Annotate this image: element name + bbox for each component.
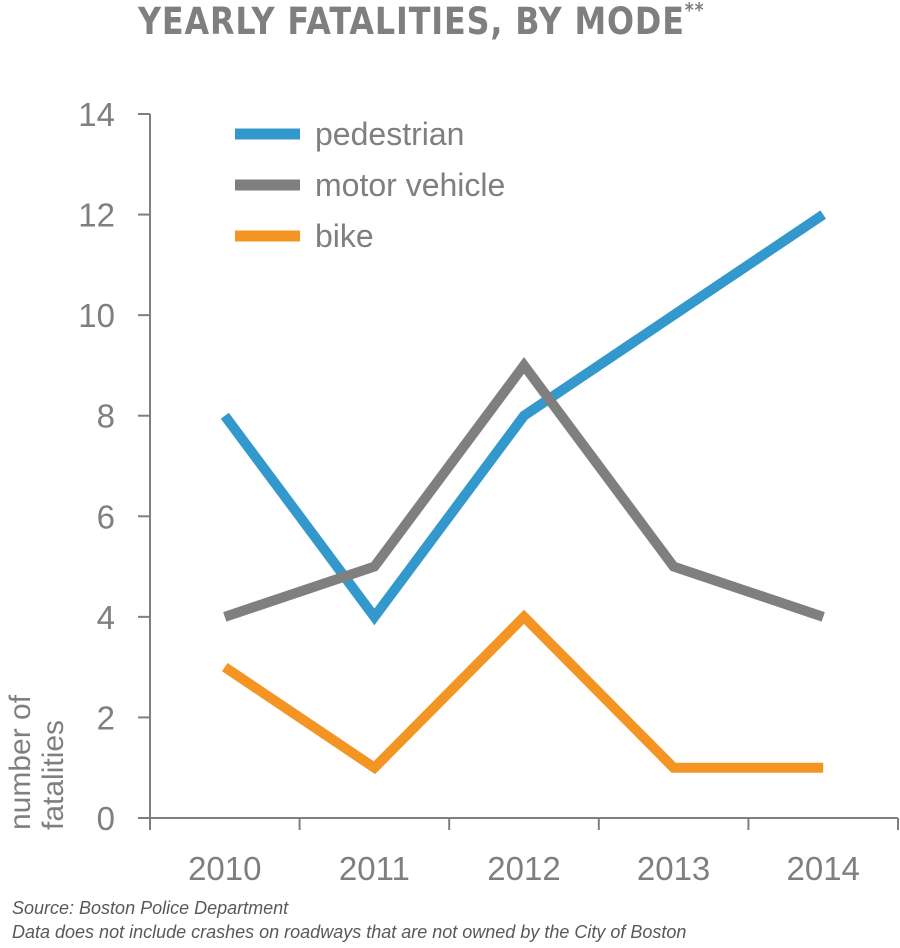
- legend-label: pedestrian: [315, 116, 464, 152]
- line-chart: 0 2 4 6 8 10 12 14 2010 2011 2012 2013 2014 pedestr…: [4, 96, 899, 887]
- legend: pedestrian motor vehicle bike: [235, 116, 505, 254]
- y-tick-label: 14: [78, 96, 115, 133]
- axes: [138, 113, 899, 830]
- x-tick-label: 2012: [487, 850, 560, 887]
- x-tick-label: 2014: [786, 850, 859, 887]
- y-tick-label: 12: [78, 197, 115, 234]
- y-axis-label: number of fatalities: [4, 694, 70, 830]
- y-tick-label: 6: [97, 498, 115, 535]
- y-tick-labels: 0 2 4 6 8 10 12 14: [78, 96, 115, 837]
- series-line-bike: [222, 609, 824, 775]
- x-tick-label: 2011: [339, 850, 410, 887]
- legend-label: motor vehicle: [315, 167, 505, 203]
- y-tick-label: 4: [97, 599, 115, 636]
- chart-title-mark: **: [684, 0, 705, 22]
- chart-title: YEARLY FATALITIES, BY MODE**: [138, 0, 704, 43]
- y-tick-label: 8: [97, 398, 115, 435]
- source-note: Source: Boston Police Department: [12, 898, 289, 918]
- x-tick-labels: 2010 2011 2012 2013 2014: [188, 850, 860, 887]
- y-tick-label: 10: [78, 297, 115, 334]
- series-lines: [220, 210, 826, 775]
- x-tick-label: 2010: [188, 850, 261, 887]
- legend-label: bike: [315, 218, 374, 254]
- data-disclaimer: Data does not include crashes on roadway…: [12, 922, 687, 942]
- x-tick-label: 2013: [637, 850, 710, 887]
- series-line-motor-vehicle: [223, 357, 825, 622]
- y-axis-label-line2: fatalities: [37, 720, 70, 830]
- chart-title-text: YEARLY FATALITIES, BY MODE: [138, 0, 685, 43]
- y-tick-label: 0: [97, 800, 115, 837]
- y-tick-label: 2: [97, 699, 115, 736]
- y-axis-label-line1: number of: [4, 694, 37, 830]
